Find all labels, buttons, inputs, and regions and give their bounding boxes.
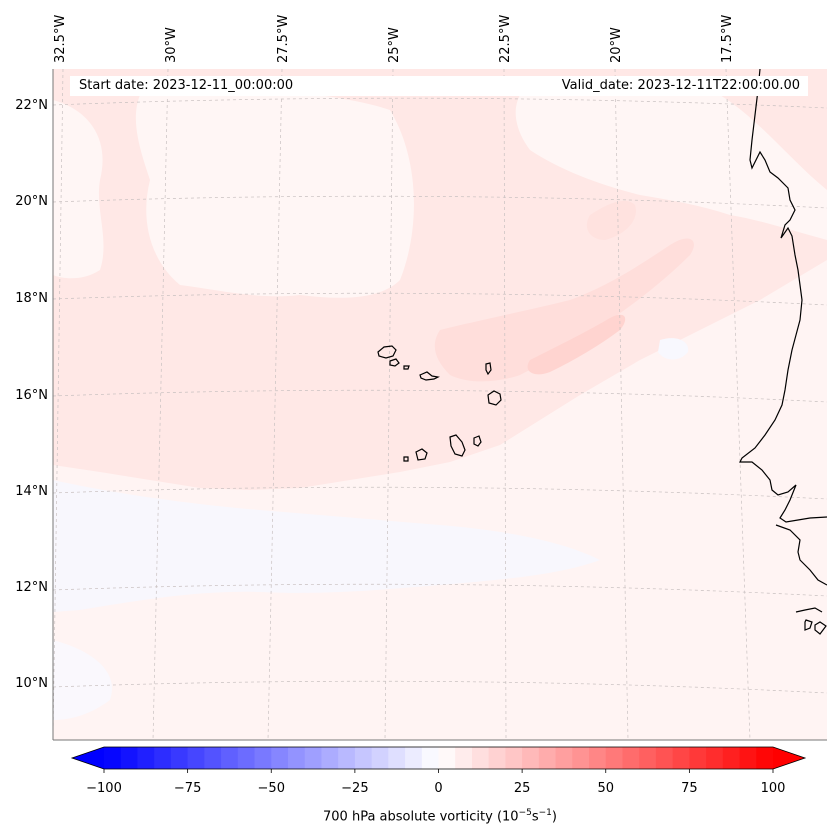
island-brava — [403, 456, 409, 462]
island-santiago — [449, 434, 466, 457]
colorbar-tick-label: 75 — [681, 781, 698, 796]
colorbar-tick-label: −100 — [86, 781, 122, 796]
colorbar-segment — [739, 747, 757, 769]
colorbar-segment — [154, 747, 172, 769]
colorbar-tick-label: −25 — [341, 781, 369, 796]
vorticity-positive-streak — [434, 238, 694, 382]
vorticity-negative-patch-east — [658, 338, 689, 360]
colorbar-segment — [438, 747, 456, 769]
colorbar-segment — [421, 747, 440, 769]
island-fogo — [415, 448, 428, 461]
vorticity-white-patch-northeast — [515, 95, 827, 240]
colorbar-segment — [204, 747, 222, 769]
colorbar-segment — [572, 747, 590, 769]
colorbar-segment — [756, 747, 774, 769]
colorbar-segment — [237, 747, 256, 769]
lon-label-22-5w: 22.5°W — [498, 14, 513, 63]
colorbar-segment — [505, 747, 523, 769]
island-sal — [485, 362, 492, 376]
colorbar-segment — [689, 747, 707, 769]
valid-date-label: Valid_date: 2023-12-11T22:00:00.00 — [561, 78, 800, 93]
colorbar-extend-low — [72, 747, 104, 769]
vorticity-positive-core — [527, 314, 626, 375]
colorbar-segment — [639, 747, 657, 769]
island-santa-luzia — [403, 365, 410, 370]
colorbar-segment — [338, 747, 356, 769]
colorbar-segment — [488, 747, 506, 769]
island-santo-antao — [377, 345, 397, 359]
lon-label-25w: 25°W — [387, 27, 402, 63]
lat-label-16n: 16°N — [15, 388, 48, 403]
colorbar-tick-label: −75 — [173, 781, 202, 796]
colorbar-segment — [354, 747, 373, 769]
colorbar-label: 700 hPa absolute vorticity (10−5s−1) — [323, 808, 557, 825]
lat-label-10n: 10°N — [15, 676, 48, 691]
colorbar-segment — [120, 747, 139, 769]
colorbar-segment — [589, 747, 607, 769]
lon-label-27-5w: 27.5°W — [276, 14, 291, 63]
colorbar — [70, 746, 807, 773]
colorbar-segment — [605, 747, 624, 769]
lon-label-30w: 30°W — [164, 27, 179, 63]
colorbar-tick-label: 25 — [513, 781, 531, 796]
colorbar-segment — [471, 747, 490, 769]
vorticity-white-patch-west — [53, 100, 104, 279]
colorbar-segment — [304, 747, 323, 769]
colorbar-segment — [522, 747, 540, 769]
cabo-verde-islands — [377, 345, 502, 462]
island-boa-vista — [487, 390, 502, 406]
colorbar-segment — [371, 747, 389, 769]
colorbar-segment — [622, 747, 640, 769]
island-sao-vicente — [389, 358, 400, 367]
colorbar-segment — [388, 747, 406, 769]
colorbar-segment — [321, 747, 339, 769]
colorbar-segment — [672, 747, 690, 769]
colorbar-segment — [405, 747, 423, 769]
vorticity-positive-patch-north — [586, 200, 636, 240]
lon-label-20w: 20°W — [609, 27, 624, 63]
colorbar-segment — [221, 747, 239, 769]
colorbar-segment — [104, 747, 122, 769]
colorbar-segment — [706, 747, 724, 769]
map-frame — [52, 69, 827, 741]
vorticity-negative-band — [53, 480, 600, 612]
longitude-gridlines — [53, 69, 751, 740]
latitude-gridlines — [53, 97, 827, 694]
info-bar — [70, 76, 808, 96]
lon-label-17-5w: 17.5°W — [720, 14, 735, 63]
colorbar-segment — [287, 747, 306, 769]
colorbar-segment — [170, 747, 189, 769]
island-sao-nicolau — [419, 371, 440, 381]
vorticity-negative-patch-southwest — [53, 640, 112, 720]
vorticity-white-patch-north — [135, 90, 414, 298]
lat-label-18n: 18°N — [15, 291, 48, 306]
lon-label-32-5w: 32.5°W — [53, 14, 68, 63]
colorbar-tick-label: 0 — [434, 781, 443, 796]
colorbar-segment — [187, 747, 205, 769]
colorbar-tick-label: 100 — [760, 781, 786, 796]
colorbar-segment — [655, 747, 674, 769]
colorbar-segment — [455, 747, 473, 769]
lat-label-20n: 20°N — [15, 194, 48, 209]
lat-label-12n: 12°N — [15, 580, 48, 595]
colorbar-tick-label: −50 — [257, 781, 285, 796]
colorbar-segment — [254, 747, 272, 769]
lat-label-14n: 14°N — [15, 484, 48, 499]
lat-label-22n: 22°N — [15, 98, 48, 113]
start-date-label: Start date: 2023-12-11_00:00:00 — [79, 78, 294, 93]
colorbar-segment — [538, 747, 557, 769]
colorbar-extend-high — [773, 747, 805, 769]
african-coastline — [739, 69, 827, 635]
colorbar-segment — [555, 747, 573, 769]
colorbar-segment — [271, 747, 289, 769]
colorbar-segment — [137, 747, 155, 769]
island-maio — [473, 435, 482, 447]
colorbar-segment — [722, 747, 741, 769]
colorbar-tick-label: 50 — [597, 781, 615, 796]
